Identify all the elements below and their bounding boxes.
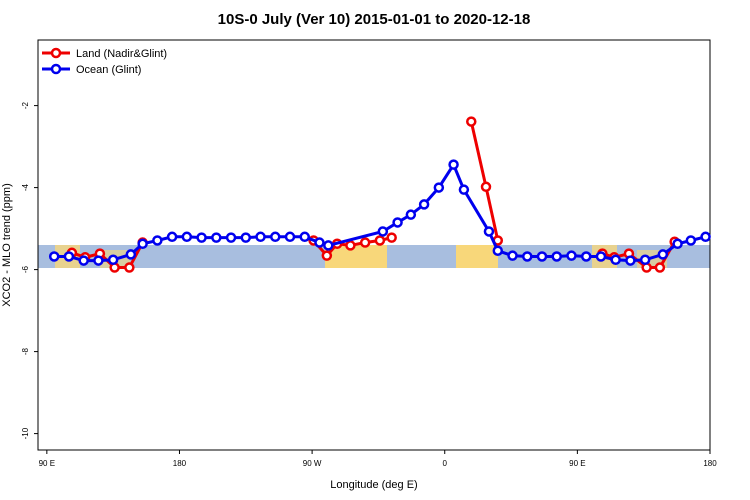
point — [299, 231, 310, 243]
point — [551, 251, 562, 262]
x-tick-label: 90 E — [39, 459, 55, 468]
point — [181, 231, 193, 243]
point — [359, 237, 371, 248]
point — [321, 250, 333, 261]
x-tick-label: 90 W — [303, 459, 322, 468]
point — [418, 199, 430, 210]
point — [433, 182, 445, 193]
y-tick-label: -4 — [21, 183, 30, 191]
point — [270, 231, 281, 243]
point — [255, 231, 266, 243]
point — [78, 255, 89, 266]
y-axis-label: XCO2 - MLO trend (ppm) — [1, 183, 13, 306]
legend-label: Land (Nadir&Glint) — [76, 48, 167, 60]
point — [700, 231, 711, 243]
y-tick-label: -8 — [21, 347, 30, 355]
point — [93, 255, 104, 266]
plot-frame — [37, 39, 711, 451]
y-tick-label: -10 — [21, 427, 30, 439]
point — [657, 249, 669, 260]
legend-marker — [50, 63, 62, 75]
x-axis-label: Longitude (deg E) — [330, 479, 417, 491]
point — [522, 251, 533, 262]
x-tick-label: 90 E — [569, 459, 585, 468]
point — [685, 235, 697, 246]
x-tick-label: 180 — [173, 459, 187, 468]
point — [610, 254, 621, 266]
point — [448, 159, 459, 170]
x-tick-label: 0 — [443, 459, 448, 468]
point — [377, 226, 389, 237]
y-tick-label: -2 — [21, 101, 30, 109]
point — [137, 238, 148, 250]
point — [536, 251, 548, 262]
point — [166, 231, 178, 243]
point — [152, 235, 163, 246]
point — [492, 245, 504, 256]
point — [125, 249, 137, 260]
point — [654, 262, 666, 273]
point — [405, 209, 417, 220]
point — [211, 232, 222, 243]
x-tick-label: 180 — [703, 459, 717, 468]
chart-title: 10S-0 July (Ver 10) 2015-01-01 to 2020-1… — [218, 11, 531, 28]
point — [345, 240, 356, 251]
point — [323, 240, 334, 251]
point — [483, 226, 495, 237]
point — [458, 184, 470, 195]
point — [566, 250, 577, 261]
point — [284, 231, 296, 243]
point — [48, 251, 60, 262]
point — [225, 232, 237, 243]
y-tick-label: -6 — [21, 265, 30, 273]
point — [466, 116, 477, 127]
point — [480, 181, 492, 193]
point — [672, 238, 683, 250]
point — [63, 251, 75, 262]
legend-marker — [50, 47, 62, 59]
point — [625, 255, 636, 266]
point — [107, 254, 119, 266]
point — [507, 250, 518, 261]
point — [124, 262, 135, 273]
point — [314, 237, 325, 248]
point — [595, 251, 607, 262]
legend-label: Ocean (Glint) — [76, 64, 141, 76]
point — [240, 232, 252, 243]
point — [392, 217, 403, 228]
point — [196, 232, 207, 243]
point — [386, 232, 397, 243]
point — [639, 254, 651, 266]
point — [580, 251, 592, 262]
point — [374, 235, 386, 246]
